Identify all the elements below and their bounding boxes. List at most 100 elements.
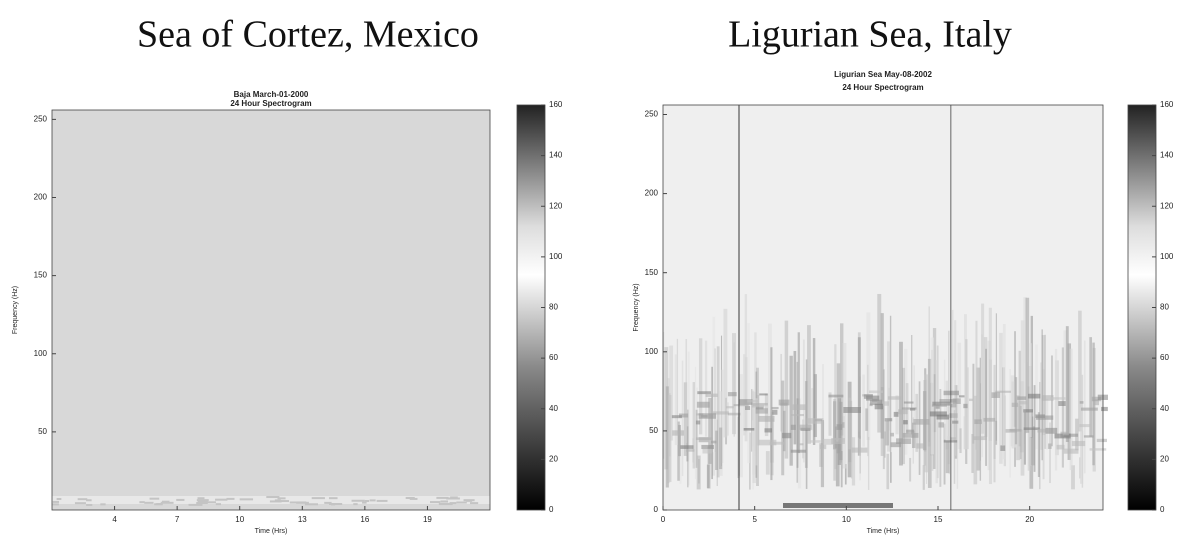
spectrogram-texture <box>680 445 694 449</box>
y-tick-label: 200 <box>645 189 659 198</box>
spectrogram-texture <box>739 374 743 478</box>
spectrogram-texture <box>52 503 59 506</box>
spectrogram-texture <box>981 303 985 434</box>
spectrogram-texture <box>802 339 805 463</box>
y-tick-label: 200 <box>34 193 48 202</box>
spectrogram-texture <box>695 437 713 441</box>
spectrogram-texture <box>52 496 490 504</box>
spectrogram-texture <box>686 426 689 462</box>
spectrogram-texture <box>712 452 716 476</box>
spectrogram-texture <box>811 388 814 431</box>
spectrogram-texture <box>695 420 701 425</box>
spectrogram-texture <box>903 401 914 404</box>
spectrogram-texture <box>1058 401 1066 407</box>
spectrogram-texture <box>701 444 714 450</box>
spectrogram-texture <box>799 443 804 446</box>
colorbar-tick-label: 100 <box>1160 252 1174 261</box>
spectrogram-texture <box>705 393 718 397</box>
spectrogram-texture <box>197 500 208 503</box>
spectrogram-texture <box>909 457 912 482</box>
chart-title: Ligurian Sea May-08-2002 <box>834 70 932 79</box>
spectrogram-texture <box>456 501 467 504</box>
spectrogram-texture <box>841 422 845 428</box>
colorbar-tick-label: 120 <box>1160 201 1174 210</box>
spectrogram-texture <box>913 419 930 425</box>
spectrogram-texture <box>715 430 718 470</box>
spectrogram-texture <box>797 332 800 454</box>
spectrogram-texture <box>751 404 765 408</box>
spectrogram-texture <box>972 363 975 444</box>
spectrogram-texture <box>747 399 758 403</box>
spectrogram-texture <box>52 500 60 503</box>
spectrogram-texture <box>1069 348 1073 471</box>
spectrogram-texture <box>806 418 824 424</box>
spectrogram-texture <box>764 393 769 437</box>
spectrogram-texture <box>967 367 969 450</box>
spectrogram-texture <box>1079 401 1084 404</box>
spectrogram-texture <box>935 360 938 484</box>
spectrogram-texture <box>927 358 932 488</box>
spectrogram-texture <box>738 105 740 510</box>
spectrogram-texture <box>701 415 708 418</box>
colorbar-tick-label: 40 <box>549 404 558 413</box>
spectrogram-texture <box>840 451 843 488</box>
spectrogram-texture <box>376 499 388 502</box>
spectrogram-texture <box>791 413 805 417</box>
spectrogram-texture <box>269 500 282 503</box>
spectrogram-texture <box>1030 315 1033 438</box>
spectrogram-texture <box>781 380 785 476</box>
spectrogram-texture <box>842 343 847 469</box>
spectrogram-texture <box>898 409 908 415</box>
x-tick-label: 19 <box>423 515 432 524</box>
spectrogram-texture <box>836 424 843 430</box>
spectrogram-texture <box>74 502 86 505</box>
spectrogram-texture <box>669 345 674 441</box>
spectrogram-texture <box>754 398 758 466</box>
spectrogram-texture <box>932 374 936 469</box>
spectrogram-texture <box>752 402 768 406</box>
spectrogram-texture <box>950 403 957 408</box>
spectrogram-texture <box>819 444 827 450</box>
spectrogram-texture <box>196 502 208 505</box>
spectrogram-texture <box>697 391 711 395</box>
spectrogram-texture <box>902 432 919 438</box>
spectrogram-texture <box>466 499 473 502</box>
spectrogram-texture <box>869 399 883 406</box>
spectrogram-texture <box>683 382 688 456</box>
spectrogram-texture <box>685 339 688 443</box>
spectrogram-texture <box>1019 405 1022 460</box>
colorbar-tick-label: 160 <box>549 100 563 109</box>
spectrogram-texture <box>723 308 728 438</box>
spectrogram-texture <box>1063 433 1079 437</box>
spectrogram-texture <box>810 440 821 443</box>
spectrogram-texture <box>796 398 799 468</box>
x-tick-label: 10 <box>235 515 244 524</box>
spectrogram-texture <box>1000 445 1006 451</box>
spectrogram-texture <box>885 420 889 446</box>
spectrogram-texture <box>851 437 853 479</box>
spectrogram-texture <box>712 411 729 415</box>
colorbar-tick-label: 0 <box>549 505 554 514</box>
spectrogram-texture <box>884 431 886 458</box>
spectrogram-texture <box>890 452 892 483</box>
spectrogram-texture <box>1041 335 1046 436</box>
spectrogram-texture <box>869 403 873 407</box>
spectrogram-texture <box>831 438 845 445</box>
spectrogram-texture <box>1063 330 1068 450</box>
spectrogram-texture <box>903 420 908 425</box>
spectrogram-texture <box>945 441 950 474</box>
spectrogram-texture <box>755 406 764 410</box>
spectrogram-texture <box>1089 448 1107 451</box>
colorbar-tick-label: 60 <box>549 353 558 362</box>
spectrogram-texture <box>988 307 992 441</box>
spectrogram-texture <box>100 503 106 506</box>
spectrogram-texture <box>239 498 254 501</box>
colorbar-tick-label: 100 <box>549 252 563 261</box>
spectrogram-texture <box>1025 297 1030 433</box>
spectrogram-texture <box>215 503 221 506</box>
colorbar-tick-label: 140 <box>549 151 563 160</box>
spectrogram-texture <box>362 501 367 504</box>
x-tick-label: 5 <box>752 515 757 524</box>
spectrogram-texture <box>1049 422 1051 484</box>
spectrogram-texture <box>768 323 772 433</box>
